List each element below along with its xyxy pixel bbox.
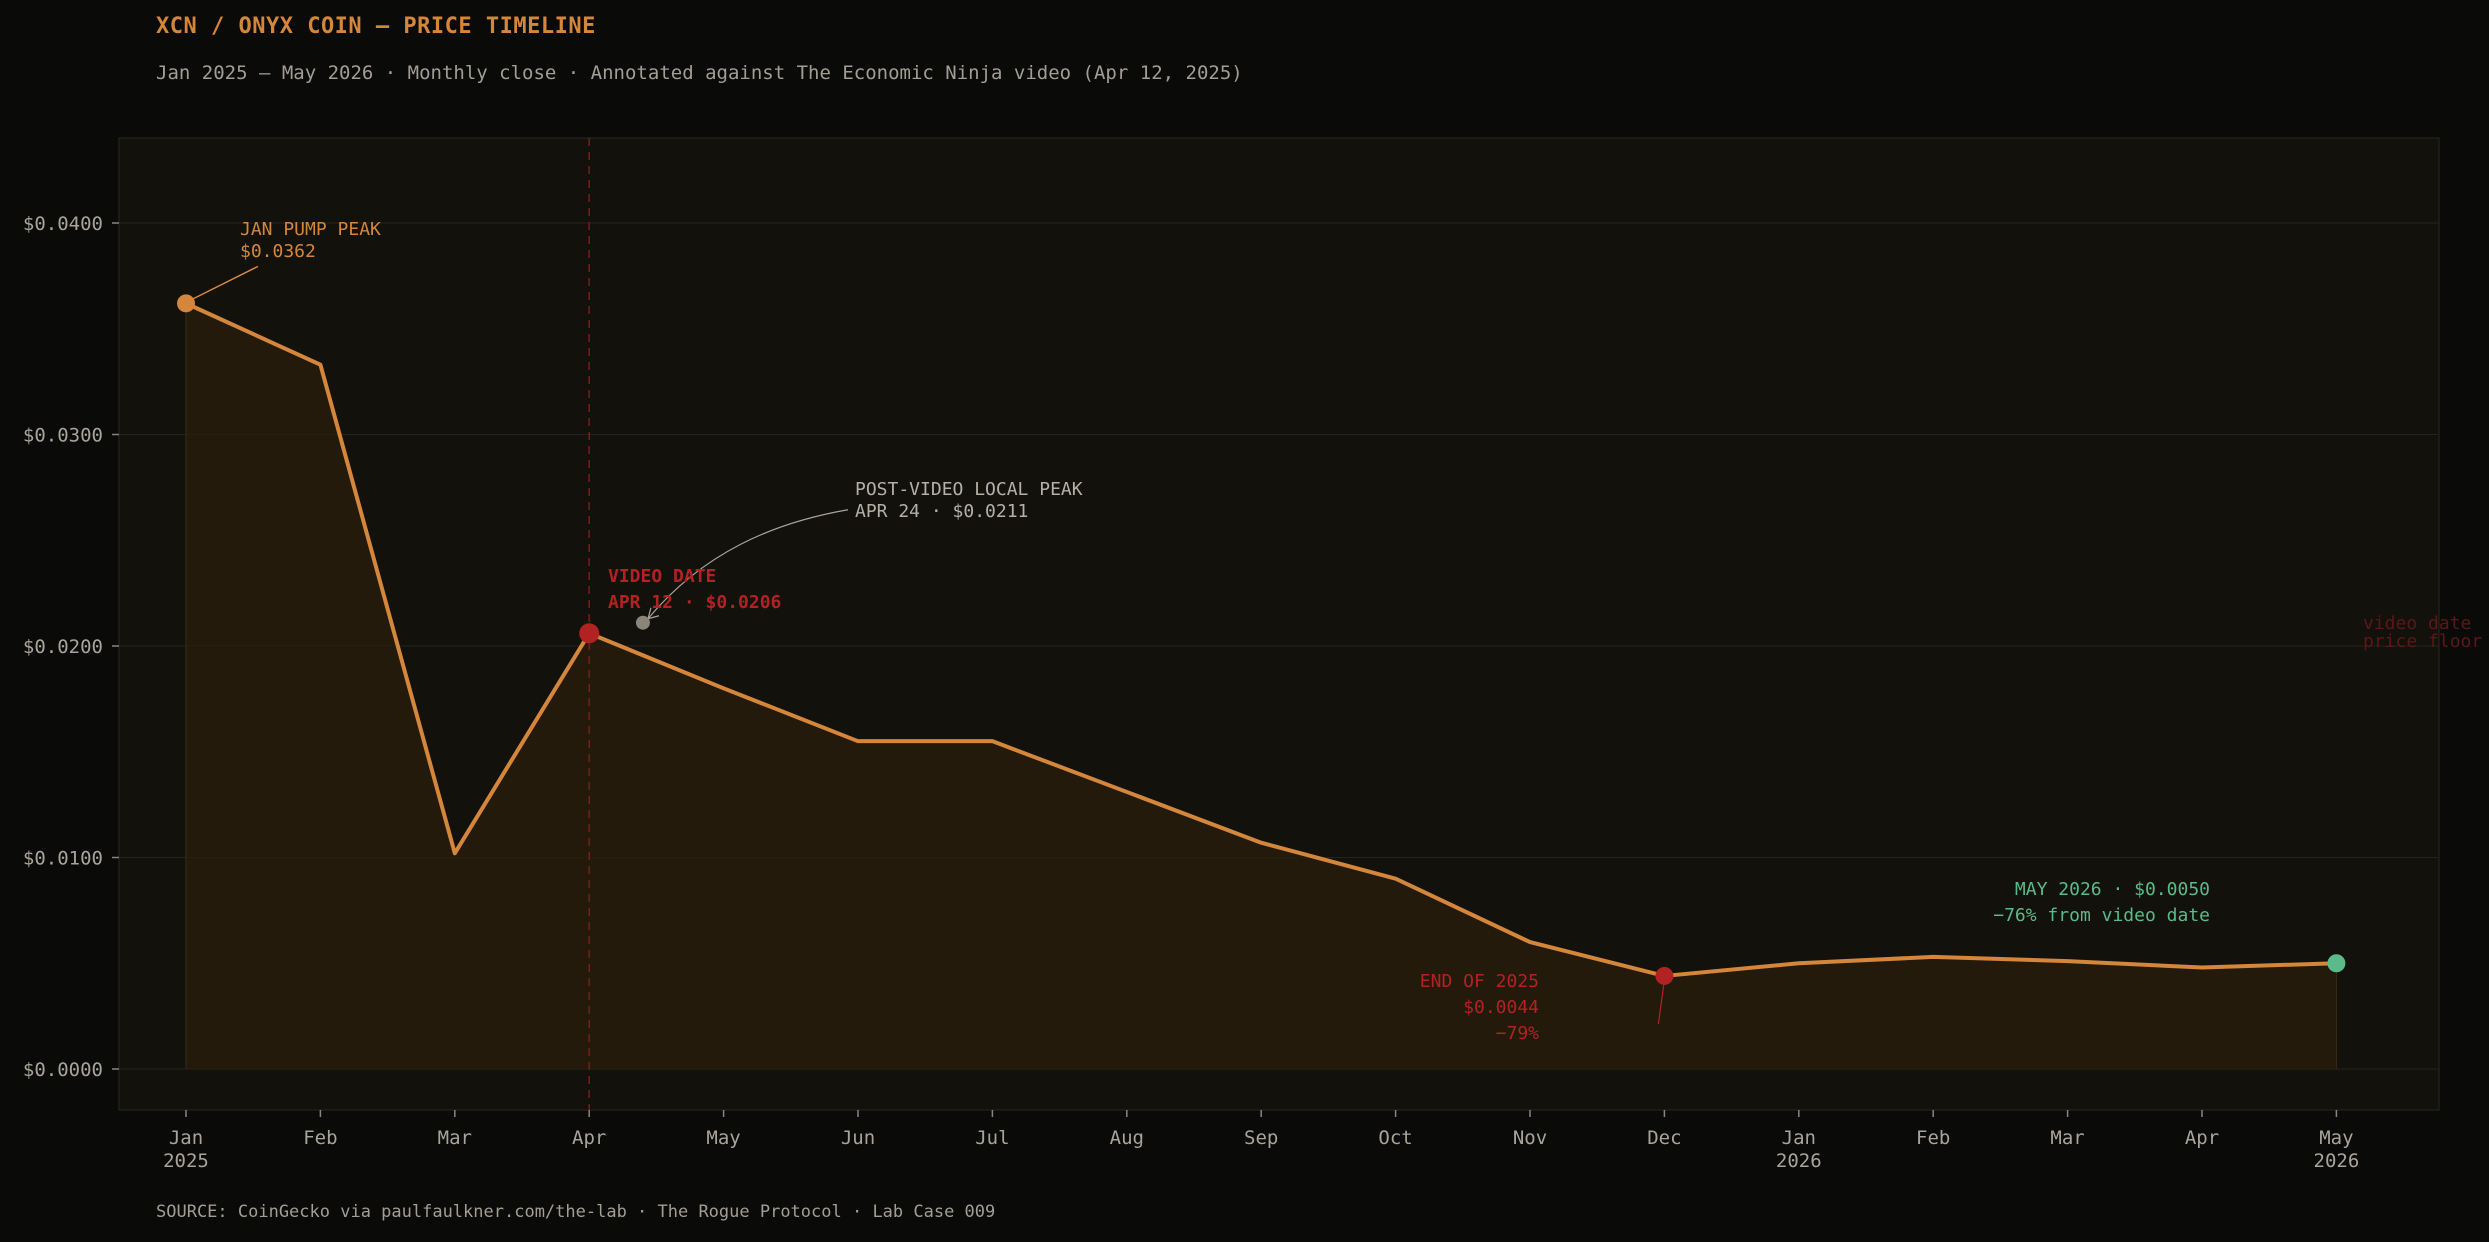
end-2025-label: END OF 2025 $0.0044 −79% xyxy=(1420,971,1539,1044)
y-tick-label: $0.0200 xyxy=(23,636,103,658)
price-area xyxy=(186,303,2337,1069)
x-tick-label: May 2026 xyxy=(2314,1127,2360,1172)
data-point xyxy=(2199,964,2205,970)
x-tick-label: May xyxy=(706,1127,740,1149)
x-tick-label: Mar xyxy=(2050,1127,2084,1149)
jan-peak-marker xyxy=(177,294,195,313)
chart-title: XCN / ONYX COIN — PRICE TIMELINE xyxy=(156,14,596,39)
video-date-marker xyxy=(579,623,600,644)
chart-source: SOURCE: CoinGecko via paulfaulkner.com/t… xyxy=(156,1202,996,1222)
x-tick-label: Apr xyxy=(572,1127,606,1149)
x-tick-label: Jan 2026 xyxy=(1776,1127,1822,1172)
data-point xyxy=(1527,939,1533,945)
jan-peak-label: JAN PUMP PEAK $0.0362 xyxy=(240,219,381,262)
data-point xyxy=(1124,789,1130,795)
video-floor-label: video date price floor xyxy=(2363,613,2482,652)
x-tick-label: Dec xyxy=(1647,1127,1681,1149)
post-video-peak-marker xyxy=(635,615,650,630)
y-tick-label: $0.0100 xyxy=(23,848,103,870)
data-point xyxy=(2065,958,2071,964)
post-video-arrowhead xyxy=(647,607,660,620)
x-tick-label: Feb xyxy=(1916,1127,1950,1149)
y-tick-label: $0.0000 xyxy=(23,1059,103,1081)
may-2026-label: MAY 2026 · $0.0050 −76% from video date xyxy=(1993,879,2210,926)
x-tick-label: Jan 2025 xyxy=(163,1127,209,1172)
data-point xyxy=(1393,876,1399,882)
x-tick-label: Jul xyxy=(975,1127,1009,1149)
may-2026-marker xyxy=(2327,954,2346,973)
price-line xyxy=(185,301,2337,978)
data-point xyxy=(1258,840,1264,846)
x-tick-label: Mar xyxy=(438,1127,472,1149)
video-date-label: VIDEO DATE APR 12 · $0.0206 xyxy=(608,566,781,613)
post-video-pointer xyxy=(647,509,849,620)
x-tick-label: Aug xyxy=(1110,1127,1144,1149)
x-tick-label: Oct xyxy=(1378,1127,1412,1149)
x-tick-label: Feb xyxy=(303,1127,337,1149)
data-point xyxy=(855,738,861,744)
x-tick-label: Nov xyxy=(1513,1127,1547,1149)
y-tick-label: $0.0300 xyxy=(23,425,103,447)
data-point xyxy=(317,362,323,368)
end-2025-pointer xyxy=(1657,979,1665,1025)
x-tick-label: Sep xyxy=(1244,1127,1278,1149)
end-2025-marker xyxy=(1655,966,1674,985)
x-tick-label: Apr xyxy=(2185,1127,2219,1149)
jan-peak-pointer xyxy=(191,265,259,301)
x-tick-label: Jun xyxy=(841,1127,875,1149)
data-point xyxy=(1796,960,1802,966)
data-point xyxy=(721,685,727,691)
data-point xyxy=(452,850,458,856)
data-point xyxy=(1930,954,1936,960)
post-video-peak-label: POST-VIDEO LOCAL PEAK APR 24 · $0.0211 xyxy=(855,479,1083,522)
chart-subtitle: Jan 2025 – May 2026 · Monthly close · An… xyxy=(156,62,1243,84)
data-point xyxy=(989,738,995,744)
y-tick-label: $0.0400 xyxy=(23,213,103,235)
